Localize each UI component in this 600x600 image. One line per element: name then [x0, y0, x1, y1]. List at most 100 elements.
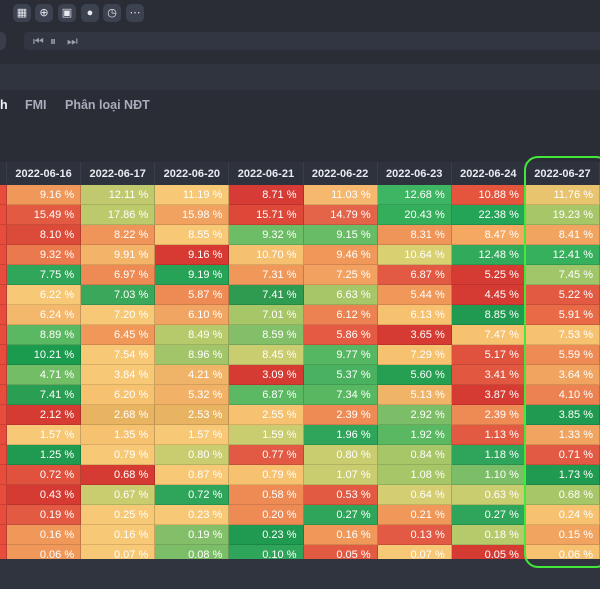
- heatmap-cell[interactable]: 5.17 %: [451, 345, 526, 365]
- heatmap-cell[interactable]: 4.45 %: [451, 285, 526, 305]
- row-stub-cell[interactable]: [0, 265, 7, 285]
- heatmap-cell[interactable]: 8.85 %: [451, 305, 526, 325]
- heatmap-cell[interactable]: 8.55 %: [155, 225, 230, 245]
- heatmap-cell[interactable]: 0.23 %: [229, 525, 304, 545]
- heatmap-cell[interactable]: 0.63 %: [451, 485, 526, 505]
- heatmap-cell[interactable]: 17.86 %: [81, 205, 156, 225]
- heatmap-cell[interactable]: 5.87 %: [155, 285, 230, 305]
- table-icon[interactable]: ▦: [13, 4, 31, 22]
- heatmap-cell[interactable]: 6.24 %: [7, 305, 82, 325]
- heatmap-cell[interactable]: 0.68 %: [525, 485, 600, 505]
- column-header-date[interactable]: 2022-06-24: [451, 162, 526, 185]
- heatmap-cell[interactable]: 0.13 %: [377, 525, 452, 545]
- heatmap-cell[interactable]: 0.23 %: [155, 505, 230, 525]
- heatmap-cell[interactable]: 1.08 %: [377, 465, 452, 485]
- heatmap-cell[interactable]: 0.20 %: [229, 505, 304, 525]
- heatmap-cell[interactable]: 2.39 %: [451, 405, 526, 425]
- heatmap-cell[interactable]: 0.16 %: [81, 525, 156, 545]
- heatmap-cell[interactable]: 1.35 %: [81, 425, 156, 445]
- next-icon[interactable]: ⏭: [67, 34, 78, 48]
- heatmap-cell[interactable]: 0.27 %: [451, 505, 526, 525]
- heatmap-cell[interactable]: 1.33 %: [525, 425, 600, 445]
- heatmap-cell[interactable]: 9.46 %: [303, 245, 378, 265]
- horizontal-scrollbar[interactable]: [0, 559, 600, 589]
- playback-left-handle[interactable]: [0, 32, 6, 50]
- row-stub-cell[interactable]: [0, 505, 7, 525]
- heatmap-cell[interactable]: 14.79 %: [303, 205, 378, 225]
- heatmap-cell[interactable]: 7.41 %: [229, 285, 304, 305]
- heatmap-cell[interactable]: 7.53 %: [525, 325, 600, 345]
- heatmap-cell[interactable]: 5.25 %: [451, 265, 526, 285]
- more-icon[interactable]: ⋯: [126, 4, 144, 22]
- heatmap-cell[interactable]: 11.19 %: [155, 185, 230, 205]
- heatmap-cell[interactable]: 2.53 %: [155, 405, 230, 425]
- clock-icon[interactable]: ◷: [103, 4, 121, 22]
- tab-fmi[interactable]: FMI: [25, 98, 47, 112]
- circle-icon[interactable]: ●: [81, 4, 99, 22]
- heatmap-cell[interactable]: 3.41 %: [451, 365, 526, 385]
- heatmap-cell[interactable]: 1.10 %: [451, 465, 526, 485]
- heatmap-cell[interactable]: 8.89 %: [7, 325, 82, 345]
- heatmap-cell[interactable]: 2.55 %: [229, 405, 304, 425]
- heatmap-cell[interactable]: 0.16 %: [7, 525, 82, 545]
- playback-track[interactable]: [24, 32, 600, 50]
- heatmap-cell[interactable]: 9.77 %: [303, 345, 378, 365]
- zoom-icon[interactable]: ⊕: [35, 4, 53, 22]
- heatmap-cell[interactable]: 0.21 %: [377, 505, 452, 525]
- heatmap-cell[interactable]: 0.84 %: [377, 445, 452, 465]
- column-header-date[interactable]: 2022-06-20: [155, 162, 230, 185]
- heatmap-cell[interactable]: 8.96 %: [155, 345, 230, 365]
- row-stub-cell[interactable]: [0, 365, 7, 385]
- heatmap-cell[interactable]: 8.10 %: [7, 225, 82, 245]
- heatmap-cell[interactable]: 7.75 %: [7, 265, 82, 285]
- heatmap-cell[interactable]: 7.29 %: [377, 345, 452, 365]
- heatmap-cell[interactable]: 6.12 %: [303, 305, 378, 325]
- heatmap-cell[interactable]: 8.41 %: [525, 225, 600, 245]
- heatmap-cell[interactable]: 9.91 %: [81, 245, 156, 265]
- heatmap-cell[interactable]: 22.38 %: [451, 205, 526, 225]
- heatmap-cell[interactable]: 0.25 %: [81, 505, 156, 525]
- heatmap-cell[interactable]: 6.20 %: [81, 385, 156, 405]
- heatmap-cell[interactable]: 0.07 %: [81, 545, 156, 559]
- column-header-date[interactable]: 2022-06-23: [377, 162, 452, 185]
- heatmap-cell[interactable]: 7.03 %: [81, 285, 156, 305]
- heatmap-cell[interactable]: 0.07 %: [377, 545, 452, 559]
- heatmap-cell[interactable]: 3.87 %: [451, 385, 526, 405]
- heatmap-cell[interactable]: 7.31 %: [229, 265, 304, 285]
- heatmap-cell[interactable]: 0.19 %: [7, 505, 82, 525]
- heatmap-cell[interactable]: 6.45 %: [81, 325, 156, 345]
- heatmap-cell[interactable]: 1.18 %: [451, 445, 526, 465]
- heatmap-cell[interactable]: 8.45 %: [229, 345, 304, 365]
- heatmap-cell[interactable]: 12.41 %: [525, 245, 600, 265]
- heatmap-cell[interactable]: 20.43 %: [377, 205, 452, 225]
- row-stub-cell[interactable]: [0, 185, 7, 205]
- heatmap-cell[interactable]: 5.32 %: [155, 385, 230, 405]
- heatmap-cell[interactable]: 6.97 %: [81, 265, 156, 285]
- heatmap-cell[interactable]: 3.85 %: [525, 405, 600, 425]
- heatmap-cell[interactable]: 7.45 %: [525, 265, 600, 285]
- heatmap-cell[interactable]: 12.48 %: [451, 245, 526, 265]
- heatmap-cell[interactable]: 11.76 %: [525, 185, 600, 205]
- heatmap-cell[interactable]: 0.05 %: [451, 545, 526, 559]
- heatmap-cell[interactable]: 6.63 %: [303, 285, 378, 305]
- heatmap-cell[interactable]: 0.27 %: [303, 505, 378, 525]
- heatmap-cell[interactable]: 0.18 %: [451, 525, 526, 545]
- heatmap-cell[interactable]: 0.08 %: [155, 545, 230, 559]
- heatmap-cell[interactable]: 8.22 %: [81, 225, 156, 245]
- heatmap-cell[interactable]: 5.60 %: [377, 365, 452, 385]
- heatmap-cell[interactable]: 8.47 %: [451, 225, 526, 245]
- heatmap-cell[interactable]: 0.15 %: [525, 525, 600, 545]
- heatmap-cell[interactable]: 3.09 %: [229, 365, 304, 385]
- heatmap-cell[interactable]: 1.07 %: [303, 465, 378, 485]
- row-stub-cell[interactable]: [0, 225, 7, 245]
- heatmap-cell[interactable]: 8.49 %: [155, 325, 230, 345]
- heatmap-cell[interactable]: 1.57 %: [7, 425, 82, 445]
- heatmap-cell[interactable]: 1.59 %: [229, 425, 304, 445]
- heatmap-cell[interactable]: 0.72 %: [7, 465, 82, 485]
- heatmap-cell[interactable]: 4.71 %: [7, 365, 82, 385]
- row-stub-cell[interactable]: [0, 545, 7, 559]
- heatmap-cell[interactable]: 0.58 %: [229, 485, 304, 505]
- heatmap-cell[interactable]: 7.25 %: [303, 265, 378, 285]
- heatmap-cell[interactable]: 6.13 %: [377, 305, 452, 325]
- gift-icon[interactable]: ▣: [58, 4, 76, 22]
